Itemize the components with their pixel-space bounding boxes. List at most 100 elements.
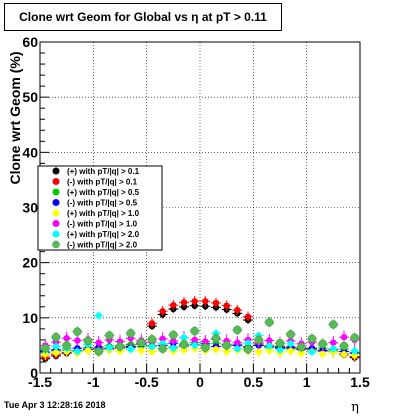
data-point [126, 329, 135, 338]
data-point [265, 317, 274, 327]
data-point [51, 332, 61, 342]
data-point [330, 345, 337, 352]
data-point [319, 350, 326, 357]
legend-marker [52, 209, 60, 217]
data-point [351, 347, 358, 355]
data-point [138, 347, 145, 354]
y-axis-title: Clone wrt Geom (%) [7, 51, 23, 184]
data-point [180, 299, 188, 306]
data-point [105, 331, 114, 340]
data-point [201, 343, 210, 352]
legend-marker [52, 178, 60, 185]
y-tick-label: 60 [22, 34, 38, 50]
data-point [180, 334, 188, 341]
y-tick-label: 0 [30, 365, 38, 381]
data-point [212, 346, 220, 353]
data-point [170, 344, 177, 352]
x-tick-label: -1.5 [28, 374, 52, 390]
data-point [212, 299, 220, 307]
data-point [222, 341, 231, 350]
data-point [254, 335, 263, 345]
footer-timestamp: Tue Apr 3 12:28:16 2018 [4, 400, 106, 410]
data-point [244, 313, 252, 320]
data-point [191, 298, 198, 305]
data-point [350, 333, 359, 342]
data-point [94, 347, 103, 356]
legend-marker [52, 188, 60, 196]
x-tick-label: -1 [87, 374, 100, 390]
legend-marker [52, 167, 60, 175]
data-point [62, 341, 71, 350]
data-point [318, 339, 327, 349]
data-point [137, 338, 146, 347]
legend-label: (+) with pT/|q| > 0.5 [67, 188, 140, 197]
data-point [255, 348, 262, 356]
legend-marker [52, 240, 60, 249]
data-point [147, 335, 157, 344]
data-point [286, 330, 295, 339]
data-point [148, 343, 156, 350]
data-point [307, 334, 317, 344]
legend-label: (+) with pT/|q| > 1.0 [67, 209, 140, 218]
data-point [202, 338, 209, 345]
data-point [191, 342, 198, 349]
data-point [52, 343, 60, 350]
data-point [83, 336, 93, 346]
data-point [223, 348, 230, 355]
data-point [170, 337, 177, 345]
legend-label: (+) with pT/|q| > 0.1 [67, 167, 140, 176]
data-point [243, 345, 253, 354]
data-point [266, 337, 273, 344]
data-point [158, 344, 167, 353]
data-point [179, 340, 189, 349]
data-point [115, 342, 125, 351]
chart-title: Clone wrt Geom for Global vs η at pT > 0… [4, 3, 282, 31]
legend-label: (-) with pT/|q| > 2.0 [67, 241, 138, 250]
x-tick-label: 1 [303, 374, 311, 390]
legend-label: (-) with pT/|q| > 0.5 [67, 199, 138, 208]
legend-marker [52, 199, 60, 206]
data-point [266, 342, 273, 350]
y-tick-label: 50 [22, 89, 38, 105]
data-point [202, 298, 209, 305]
data-point [42, 351, 49, 358]
data-point [223, 302, 230, 309]
data-point [74, 337, 81, 344]
y-tick-label: 10 [22, 310, 38, 326]
data-point [266, 347, 273, 354]
x-tick-label: 0.5 [244, 374, 264, 390]
legend-label: (-) with pT/|q| > 0.1 [67, 178, 138, 187]
data-point [41, 343, 50, 353]
x-tick-label: -0.5 [135, 374, 159, 390]
data-point [244, 340, 252, 347]
y-tick-label: 40 [22, 144, 38, 160]
y-tick-label: 20 [22, 255, 38, 271]
x-axis-title: η [351, 400, 359, 414]
legend-marker [52, 230, 60, 238]
data-point [148, 320, 156, 327]
x-tick-label: 1.5 [350, 374, 370, 390]
data-point [330, 339, 337, 346]
data-point [159, 308, 166, 315]
y-tick-label: 30 [22, 200, 38, 216]
data-point [84, 347, 92, 354]
data-point [308, 348, 316, 356]
legend-marker [52, 220, 60, 227]
data-point [287, 340, 294, 347]
data-point [211, 333, 221, 343]
data-point [275, 338, 285, 348]
data-point [329, 320, 338, 329]
data-point [95, 339, 102, 346]
data-point [297, 342, 306, 352]
data-point [287, 347, 294, 355]
data-point [73, 327, 82, 336]
data-point [351, 352, 358, 359]
data-point [63, 335, 70, 342]
x-tick-label: 0 [196, 374, 204, 390]
data-point [340, 333, 348, 341]
data-point [148, 348, 156, 355]
data-point [74, 348, 81, 355]
data-point [233, 325, 242, 335]
